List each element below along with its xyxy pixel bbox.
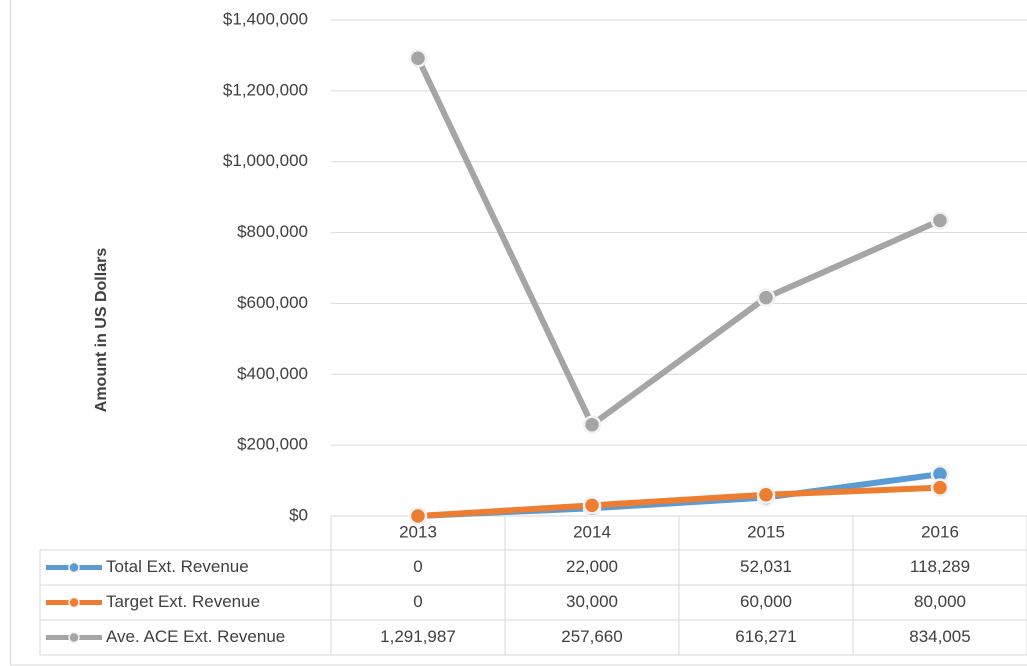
series-line	[415, 484, 943, 519]
table-value: 0	[413, 592, 422, 611]
table-value: 257,660	[561, 627, 622, 646]
legend-label: Target Ext. Revenue	[106, 592, 260, 611]
table-value: 22,000	[566, 557, 618, 576]
table-value: 60,000	[740, 592, 792, 611]
x-tick-label: 2014	[573, 522, 611, 541]
x-tick-label: 2013	[399, 522, 437, 541]
marker	[756, 485, 776, 504]
legend-key	[68, 561, 80, 574]
legend-label: Total Ext. Revenue	[106, 557, 249, 576]
table-value: 118,289	[910, 557, 970, 576]
chart-frame	[10, 0, 1027, 666]
marker	[408, 506, 428, 526]
table-value: 1,291,987	[380, 627, 456, 646]
y-tick-label: $400,000	[237, 364, 308, 383]
table-value: 616,271	[735, 627, 796, 646]
y-tick-label: $1,000,000	[223, 151, 308, 170]
y-tick-label: $0	[289, 505, 308, 524]
marker	[582, 415, 602, 434]
x-tick-label: 2016	[921, 522, 959, 541]
table-value: 30,000	[566, 592, 618, 611]
legend-key	[68, 596, 80, 609]
y-tick-label: $1,400,000	[223, 9, 308, 28]
legend-key	[68, 631, 80, 644]
marker	[756, 288, 776, 307]
marker	[930, 211, 950, 230]
y-tick-label: $200,000	[237, 435, 308, 454]
marker	[408, 49, 428, 68]
x-tick-label: 2015	[747, 522, 785, 541]
table-value: 80,000	[914, 592, 966, 611]
legend-label: Ave. ACE Ext. Revenue	[106, 627, 285, 646]
table-value: 52,031	[740, 557, 792, 576]
y-tick-label: $1,200,000	[223, 80, 308, 99]
y-tick-label: $600,000	[237, 293, 308, 312]
table-value: 834,005	[909, 627, 970, 646]
y-tick-label: $800,000	[237, 222, 308, 241]
y-axis-title: Amount in US Dollars	[93, 248, 110, 413]
table-value: 0	[413, 557, 422, 576]
marker	[582, 496, 602, 515]
series-line	[415, 55, 943, 428]
marker	[930, 478, 950, 497]
